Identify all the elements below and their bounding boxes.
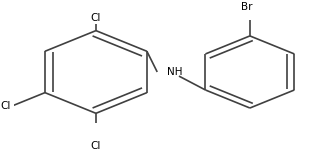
Text: Cl: Cl	[91, 13, 101, 23]
Text: Cl: Cl	[0, 101, 10, 111]
Text: Br: Br	[241, 2, 253, 12]
Text: NH: NH	[167, 67, 182, 77]
Text: Cl: Cl	[91, 141, 101, 151]
